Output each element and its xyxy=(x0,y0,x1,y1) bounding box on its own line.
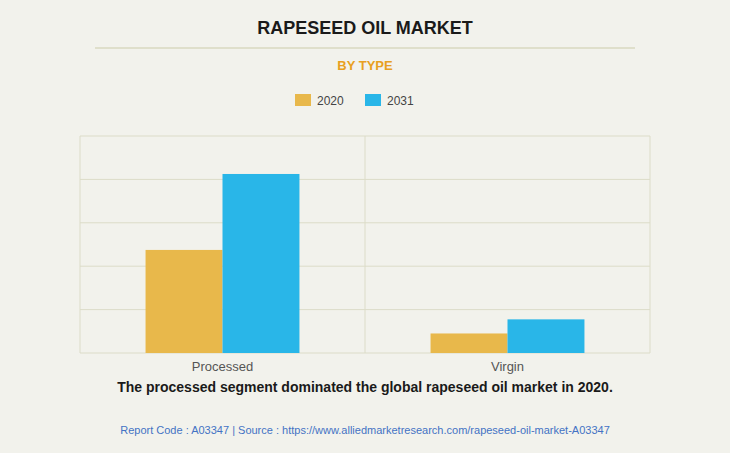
bars xyxy=(146,174,585,353)
frame-right xyxy=(650,136,651,353)
legend: 2020 2031 xyxy=(295,94,414,108)
frame-left xyxy=(80,136,81,353)
title: RAPESEED OIL MARKET xyxy=(257,18,473,38)
legend-label: 2031 xyxy=(387,94,414,108)
bar xyxy=(146,250,223,353)
bar xyxy=(508,319,585,353)
chart: RAPESEED OIL MARKET BY TYPE 2020 2031 Proces… xyxy=(0,0,730,453)
legend-swatch xyxy=(295,94,311,106)
x-tick-label: Processed xyxy=(192,359,253,374)
background xyxy=(0,0,730,453)
bar xyxy=(223,174,300,353)
x-tick-label: Virgin xyxy=(491,359,524,374)
annotation: Report Code : A03347 | Source : https://… xyxy=(120,424,610,436)
legend-swatch xyxy=(365,94,381,106)
group-divider xyxy=(365,136,366,353)
legend-label: 2020 xyxy=(317,94,344,108)
subtitle: BY TYPE xyxy=(337,58,393,73)
bar xyxy=(431,333,508,353)
annotation: The processed segment dominated the glob… xyxy=(117,379,613,395)
title-rule xyxy=(95,48,635,49)
